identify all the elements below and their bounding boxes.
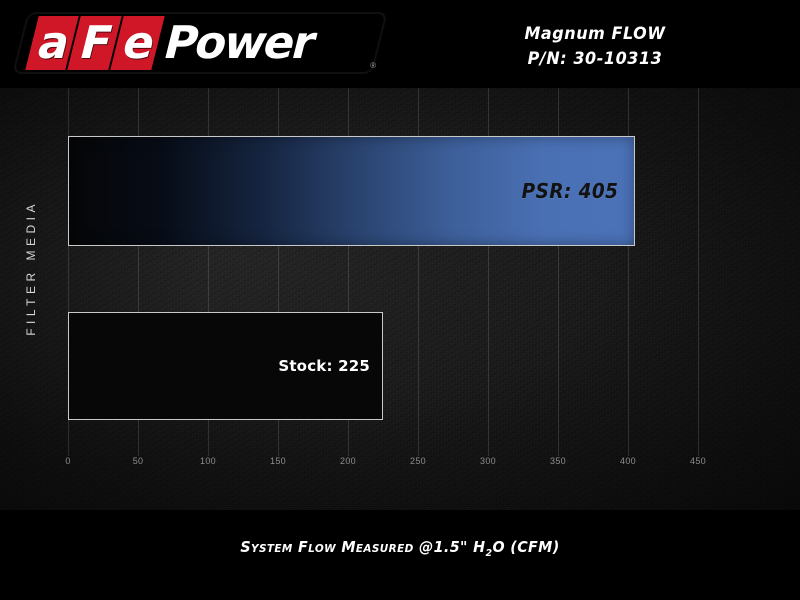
- x-axis-tick-label: 0: [65, 456, 71, 466]
- x-axis-tick-label: 300: [480, 456, 496, 466]
- x-axis: 0 50 100 150 200 250 300 350 400 450: [0, 456, 800, 486]
- chart-plot-area: PSR: 405 Stock: 225 0 50 100 150 200 250 300 35…: [0, 88, 800, 510]
- product-title-block: Magnum FLOW P/N: 30-10313: [440, 22, 750, 72]
- x-axis-caption: System Flow Measured @1.5" H2O (CFM): [240, 538, 559, 559]
- bar-label-stock: Stock: 225: [278, 357, 370, 375]
- x-axis-tick-label: 150: [270, 456, 286, 466]
- bar-label-psr: PSR: 405: [521, 179, 619, 203]
- caption-subscript: 2: [485, 548, 493, 559]
- logo-afe-blocks: a F e: [25, 16, 165, 70]
- logo-wordmark: a F e Power: [22, 14, 382, 72]
- header-bar: a F e Power ® Magnum FLOW P/N: 30-10313: [0, 0, 800, 88]
- x-axis-tick-label: 250: [410, 456, 426, 466]
- x-axis-tick-label: 400: [620, 456, 636, 466]
- registered-trademark-icon: ®: [370, 61, 376, 70]
- part-number: P/N: 30-10313: [527, 49, 663, 69]
- bar-series: PSR: 405 Stock: 225: [0, 88, 800, 510]
- bar-stock: Stock: 225: [68, 312, 383, 420]
- caption-post: O (CFM): [492, 538, 560, 556]
- x-axis-tick-label: 200: [340, 456, 356, 466]
- bar-psr: PSR: 405: [68, 136, 635, 246]
- x-axis-tick-label: 50: [132, 456, 144, 466]
- x-axis-tick-label: 100: [200, 456, 216, 466]
- footer-bar: System Flow Measured @1.5" H2O (CFM): [0, 510, 800, 600]
- x-axis-tick-label: 350: [550, 456, 566, 466]
- afe-power-logo: a F e Power ®: [14, 14, 386, 76]
- y-axis-title: FILTER MEDIA: [24, 200, 38, 336]
- logo-power-word: Power: [158, 16, 320, 69]
- product-line-name: Magnum FLOW: [524, 24, 666, 44]
- caption-pre: System Flow Measured @1.5" H: [240, 538, 486, 556]
- x-axis-tick-label: 450: [690, 456, 706, 466]
